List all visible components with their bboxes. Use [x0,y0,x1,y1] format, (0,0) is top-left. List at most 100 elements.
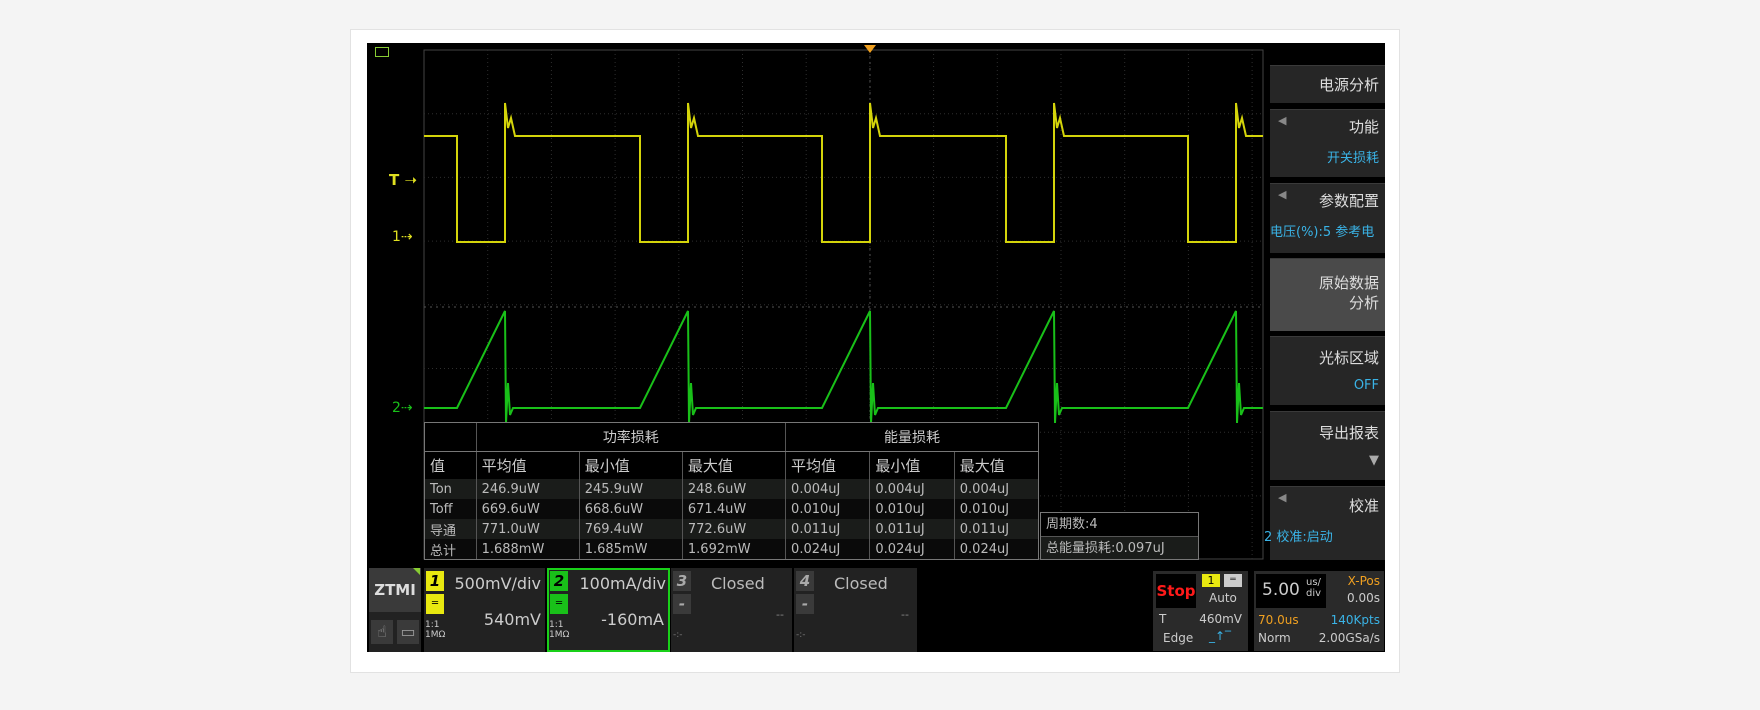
table-cell: 1.692mW [681,539,786,559]
table-cell: 0.024uJ [785,539,870,559]
table-row: Ton 246.9uW 245.9uW 248.6uW 0.004uJ 0.004uJ 0.… [425,479,1038,499]
table-cell: 671.4uW [681,499,786,519]
table-cell: 246.9uW [475,479,580,499]
run-stop-status[interactable]: Stop [1156,574,1196,608]
trigger-panel[interactable]: Stop 1 ═ Auto T 460mV Edge _↑‾ [1153,571,1248,651]
ch4-badge: 4 [796,571,814,591]
ch2-offset: -160mA [601,610,664,629]
menu-title-power-analysis: 电源分析 [1270,65,1385,103]
ch2-scale: 100mA/div [579,574,666,593]
table-cell: 772.6uW [681,519,786,539]
waveform-display [423,45,1264,560]
trigger-type: Edge [1163,631,1194,645]
table-cell: 769.4uW [578,519,683,539]
table-cell: 0.010uJ [869,499,955,519]
xpos-value: 0.00s [1347,591,1380,605]
coupling-icon: ═ [1224,574,1242,587]
menu-export-report[interactable]: 导出报表 ▼ [1270,411,1385,480]
status-icon [375,47,389,57]
table-cell: 0.004uJ [953,479,1038,499]
table-cell: 总计 [425,539,477,559]
table-cell: 0.010uJ [785,499,870,519]
table-cell: 0.004uJ [869,479,955,499]
ch3-probe: -:- [673,630,683,640]
table-cell: 0.024uJ [869,539,955,559]
switching-loss-table: 功率损耗 能量损耗 值平均值 最小值 最大值 平均值 最小值 最大值 Ton 246.9uW 2… [424,422,1039,560]
column-header: 平均值 [475,451,580,479]
cycle-count: 周期数:4 [1046,517,1098,532]
logo-area: ZTMI ☝ ▭ [369,568,421,652]
column-header: 最大值 [953,451,1038,479]
column-header: 最大值 [681,451,786,479]
xpos-label: X-Pos [1347,574,1380,588]
column-header: 最小值 [869,451,955,479]
gesture-icon[interactable]: ▭ [397,620,419,644]
timebase-panel[interactable]: 5.00 us/div X-Pos 0.00s 70.0us 140Kpts N… [1254,571,1384,651]
column-header: 平均值 [785,451,870,479]
dropdown-arrow-icon: ▼ [1369,453,1379,468]
sample-rate: 2.00GSa/s [1318,631,1380,645]
ch1-probe: 1:1 1MΩ [425,620,446,640]
acquisition-mode: Norm [1258,631,1291,645]
ch1-scale: 500mV/div [454,574,541,593]
table-cell: 1.688mW [475,539,580,559]
total-energy-loss: 总能量损耗:0.097uJ [1041,536,1198,559]
channel-3-panel[interactable]: 3 - Closed -- -:- [671,568,792,652]
rising-edge-icon: _↑‾ [1209,629,1232,643]
menu-cursor-region[interactable]: 光标区域 OFF [1270,336,1385,405]
table-cell: 导通 [425,519,477,539]
timebase-scale[interactable]: 5.00 us/div [1256,574,1326,608]
ch3-state: Closed [711,574,765,593]
table-cell: Ton [425,479,477,499]
ch2-badge: 2 [550,571,568,591]
left-arrow-icon: ◀ [1278,491,1287,504]
table-cell: 0.010uJ [953,499,1038,519]
menu-function[interactable]: ◀ 功能 开关损耗 [1270,109,1385,177]
table-cell: 668.6uW [578,499,683,519]
menu-raw-data-analysis[interactable]: 原始数据 分析 [1270,258,1385,331]
ch1-offset-marker[interactable]: 1⇢ [392,229,413,245]
ch3-offset: -- [776,608,784,621]
table-cell: 0.011uJ [953,519,1038,539]
left-arrow-icon: ◀ [1278,114,1287,127]
ch2-offset-marker[interactable]: 2⇢ [392,400,413,416]
memory-depth: 140Kpts [1330,613,1380,627]
table-cell: 669.6uW [475,499,580,519]
trigger-position-marker [864,45,876,53]
ch2-probe: 1:1 1MΩ [549,620,570,640]
trigger-level: 460mV [1199,612,1242,626]
table-cell: 1.685mW [578,539,683,559]
table-row: 总计 1.688mW 1.685mW 1.692mW 0.024uJ 0.024uJ 0.0… [425,539,1038,559]
corner-indicator [413,568,420,575]
ch4-probe: -:- [796,630,806,640]
table-cell: 0.011uJ [869,519,955,539]
oscilloscope-screen: T ➝ 1⇢ 2⇢ 功率损耗 能量损耗 值平均值 最小值 最大值 平均值 最小值 最大值 T… [367,43,1385,652]
coupling-icon: - [796,594,814,614]
table-row: Toff 669.6uW 668.6uW 671.4uW 0.010uJ 0.010uJ 0… [425,499,1038,519]
table-cell: 0.004uJ [785,479,870,499]
channel-4-panel[interactable]: 4 - Closed -- -:- [794,568,917,652]
ztmi-logo[interactable]: ZTMI [369,568,421,612]
menu-params[interactable]: ◀ 参数配置 电压(%):5 参考电 [1270,183,1385,253]
menu-calibration[interactable]: ◀ 校准 2 校准:启动 [1264,486,1385,560]
channel-1-panel[interactable]: 1 ═ 1:1 1MΩ 500mV/div 540mV [424,568,545,652]
table-cell: 0.011uJ [785,519,870,539]
table-cell: 0.024uJ [953,539,1038,559]
table-cell: Toff [425,499,477,519]
trigger-source: 1 [1202,574,1220,587]
ch1-waveform [424,102,1263,243]
channel-2-panel[interactable]: 2 ═ 1:1 1MΩ 100mA/div -160mA [547,568,670,652]
table-cell: 248.6uW [681,479,786,499]
table-cell: 245.9uW [578,479,683,499]
group-power-loss: 功率损耗 [475,423,786,452]
trigger-mode: Auto [1209,591,1237,605]
touch-icon[interactable]: ☝ [371,620,393,644]
cycle-summary: 周期数:4 总能量损耗:0.097uJ [1040,512,1199,560]
group-energy-loss: 能量损耗 [785,423,1038,452]
delay-value: 70.0us [1258,613,1299,627]
ch4-state: Closed [834,574,888,593]
ch1-offset: 540mV [483,610,541,629]
coupling-icon: - [673,594,691,614]
trigger-level-marker[interactable]: T ➝ [389,171,418,189]
ch3-badge: 3 [673,571,691,591]
